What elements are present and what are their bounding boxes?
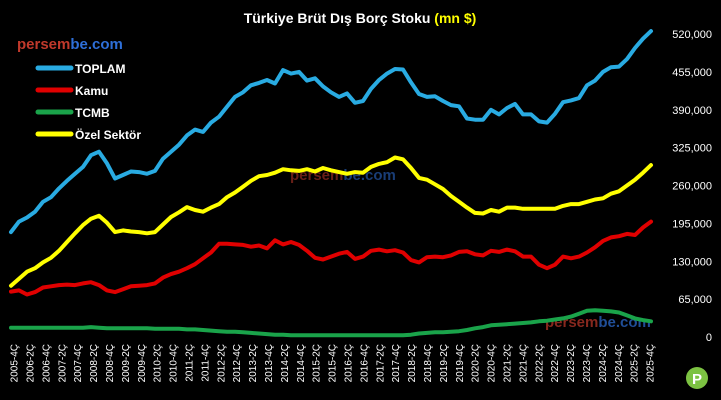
legend-label-0: TOPLAM: [75, 62, 125, 76]
series-line-1: [9, 219, 653, 297]
x-tick-label: 2010-4Ç: [169, 344, 180, 382]
x-tick-label: 2020-2Ç: [471, 344, 482, 382]
y-tick-label: 65,000: [678, 294, 712, 306]
x-tick-label: 2016-4Ç: [359, 344, 370, 382]
x-tick-label: 2013-4Ç: [264, 344, 275, 382]
x-tick-label: 2006-2Ç: [26, 344, 37, 382]
x-tick-label: 2017-4Ç: [391, 344, 402, 382]
y-tick-label: 130,000: [672, 256, 712, 268]
chart-title-unit: (mn $): [434, 10, 476, 26]
y-tick-label: 325,000: [672, 143, 712, 155]
x-tick-label: 2021-2Ç: [503, 344, 514, 382]
x-tick-label: 2008-2Ç: [89, 344, 100, 382]
y-tick-label: 390,000: [672, 105, 712, 117]
x-tick-label: 2020-4Ç: [487, 344, 498, 382]
x-tick-label: 2025-2Ç: [630, 344, 641, 382]
x-tick-label: 2024-4Ç: [614, 344, 625, 382]
series-line-3: [9, 155, 653, 288]
x-tick-label: 2016-2Ç: [344, 344, 355, 382]
x-tick-label: 2015-2Ç: [312, 344, 323, 382]
x-tick-label: 2005-4Ç: [10, 344, 21, 382]
y-tick-label: 0: [706, 332, 712, 344]
x-tick-label: 2025-4Ç: [646, 344, 657, 382]
x-tick-label: 2014-2Ç: [280, 344, 291, 382]
x-tick-label: 2006-4Ç: [41, 344, 52, 382]
x-tick-label: 2015-4Ç: [328, 344, 339, 382]
x-tick-label: 2022-4Ç: [550, 344, 561, 382]
x-tick-label: 2009-2Ç: [121, 344, 132, 382]
x-tick-label: 2008-4Ç: [105, 344, 116, 382]
chart-title: Türkiye Brüt Dış Borç Stoku (mn $): [244, 10, 477, 26]
series-layer: [9, 29, 653, 338]
x-tick-label: 2018-2Ç: [407, 344, 418, 382]
x-tick-label: 2018-4Ç: [423, 344, 434, 382]
y-axis: 0 65,000 130,000 195,000 260,000 325,000 390,0…: [672, 29, 712, 344]
x-tick-label: 2012-4Ç: [232, 344, 243, 382]
x-tick-label: 2019-4Ç: [455, 344, 466, 382]
legend-label-3: Özel Sektör: [75, 127, 141, 142]
x-tick-label: 2007-2Ç: [57, 344, 68, 382]
chart-title-main: Türkiye Brüt Dış Borç Stoku: [244, 10, 435, 26]
y-tick-label: 455,000: [672, 67, 712, 79]
x-tick-label: 2013-2Ç: [248, 344, 259, 382]
x-tick-label: 2011-4Ç: [200, 344, 211, 382]
watermark-suffix: be.com: [70, 36, 123, 53]
x-tick-label: 2019-2Ç: [439, 344, 450, 382]
x-tick-label: 2023-2Ç: [566, 344, 577, 382]
series-line-2: [9, 308, 653, 338]
logo-icon: P: [686, 367, 708, 389]
legend-label-1: Kamu: [75, 84, 108, 98]
legend: TOPLAM Kamu TCMB Özel Sektör: [35, 62, 141, 142]
watermark-top-left: persembe.com: [17, 36, 123, 53]
x-tick-label: 2007-4Ç: [73, 344, 84, 382]
y-tick-label: 520,000: [672, 29, 712, 41]
x-tick-label: 2024-2Ç: [598, 344, 609, 382]
x-tick-label: 2023-4Ç: [582, 344, 593, 382]
logo-letter: P: [692, 371, 702, 388]
x-tick-label: 2022-2Ç: [534, 344, 545, 382]
series-line-0: [9, 29, 653, 235]
x-tick-label: 2012-2Ç: [216, 344, 227, 382]
x-axis: 2005-4Ç 2006-2Ç 2006-4Ç 2007-2Ç 2007-4Ç 2008-…: [10, 344, 657, 382]
x-tick-label: 2017-2Ç: [375, 344, 386, 382]
x-tick-label: 2011-2Ç: [185, 344, 196, 382]
x-tick-label: 2021-4Ç: [518, 344, 529, 382]
x-tick-label: 2010-2Ç: [153, 344, 164, 382]
y-tick-label: 260,000: [672, 181, 712, 193]
watermark-prefix: persem: [17, 36, 70, 53]
legend-label-2: TCMB: [75, 106, 110, 120]
x-tick-label: 2014-4Ç: [296, 344, 307, 382]
x-tick-label: 2009-4Ç: [137, 344, 148, 382]
y-tick-label: 195,000: [672, 218, 712, 230]
